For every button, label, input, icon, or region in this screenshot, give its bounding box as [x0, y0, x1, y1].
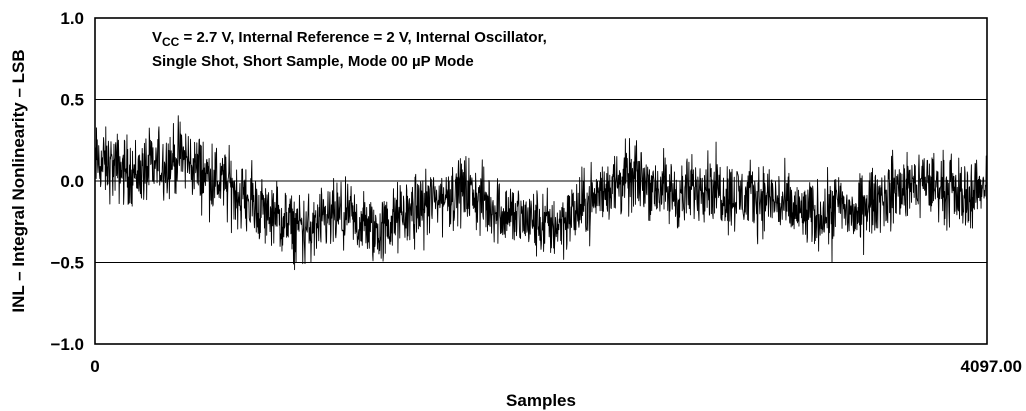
x-tick-label: 0 — [90, 357, 99, 376]
annotation-line-1: VCC = 2.7 V, Internal Reference = 2 V, I… — [152, 29, 547, 49]
series-layer — [94, 115, 988, 271]
inl-series-line — [94, 115, 988, 271]
x-tick-labels: 0 4097.00 — [90, 357, 1022, 376]
plot-frame — [94, 17, 988, 345]
y-tick-labels: 1.0 0.5 0.0 −0.5 −1.0 — [50, 9, 84, 354]
y-tick-label: −1.0 — [50, 335, 84, 354]
y-tick-label: 0.0 — [60, 172, 84, 191]
x-tick-label: 4097.00 — [961, 357, 1022, 376]
y-tick-label: 0.5 — [60, 91, 84, 110]
x-axis-title: Samples — [506, 391, 576, 410]
annotation-v-symbol: V — [152, 29, 162, 46]
y-tick-label: −0.5 — [50, 254, 84, 273]
annotation-line-1-rest: = 2.7 V, Internal Reference = 2 V, Inter… — [179, 29, 546, 46]
annotation-cc-subscript: CC — [162, 35, 180, 49]
annotation-line-2: Single Shot, Short Sample, Mode 00 µP Mo… — [152, 53, 474, 70]
y-tick-label: 1.0 — [60, 9, 84, 28]
y-axis-title: INL – Integral Nonlinearity – LSB — [9, 49, 28, 312]
